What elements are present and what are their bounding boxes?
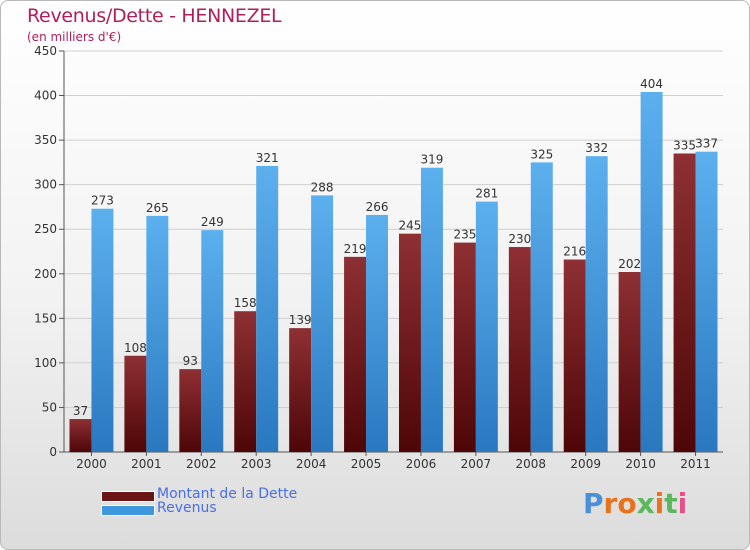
data-label: 337 [695,137,718,151]
bar-revenus [475,201,498,452]
y-tick-label: 250 [34,222,57,236]
y-tick-label: 150 [34,311,57,325]
value-labels: 37 273 108 265 93 249 158 321 139 288 219 266 245 319… [73,77,718,418]
y-tick-label: 450 [34,44,57,58]
logo-letter: t [664,487,678,520]
bar-revenus [256,165,279,452]
bar-debt [508,247,531,452]
data-label: 288 [311,180,334,194]
data-label: 235 [453,228,476,242]
x-tick-label: 2000 [76,457,107,471]
data-label: 249 [201,215,224,229]
data-label: 202 [618,257,641,271]
data-label: 281 [475,187,498,201]
data-label: 216 [563,245,586,259]
logo-letter: o [617,487,637,520]
y-tick-label: 400 [34,89,57,103]
chart-subtitle: (en milliers d'€) [27,30,122,44]
data-label: 158 [234,296,257,310]
y-tick-label: 200 [34,267,57,281]
bar-debt [289,328,312,452]
data-label: 108 [124,341,147,355]
bar-revenus [420,167,443,453]
bar-debt [69,419,92,452]
logo-letter: i [654,487,665,520]
bar-revenus [530,162,553,452]
x-tick-label: 2003 [241,457,272,471]
bar-debt [344,256,367,452]
logo-letter: x [636,487,655,520]
bar-debt [453,242,476,452]
data-label: 321 [256,151,279,165]
bar-debt [234,311,257,452]
data-label: 404 [640,77,663,91]
legend-swatch-debt [101,491,155,502]
y-tick-label: 300 [34,178,57,192]
bar-revenus [201,230,224,452]
x-tick-label: 2001 [131,457,162,471]
bar-revenus [311,195,334,453]
x-tick-label: 2009 [570,457,601,471]
bar-revenus [640,91,663,452]
data-label: 230 [508,232,531,246]
y-tick-label: 100 [34,356,57,370]
legend-swatch-revenus [101,505,155,516]
data-label: 332 [585,141,608,155]
chart-title: Revenus/Dette - HENNEZEL [27,5,282,27]
data-label: 139 [289,313,312,327]
data-label: 319 [420,153,443,167]
bar-revenus [695,151,718,452]
data-label: 245 [399,219,422,233]
x-tick-label: 2005 [351,457,382,471]
y-tick-label: 350 [34,133,57,147]
legend-label-revenus: Revenus [157,500,217,516]
bar-debt [618,271,641,452]
x-tick-label: 2006 [406,457,437,471]
bars [69,91,718,453]
x-tick-label: 2004 [296,457,327,471]
x-tick-label: 2010 [625,457,656,471]
data-label: 273 [91,194,114,208]
data-label: 325 [530,147,553,161]
bar-debt [563,259,586,452]
data-label: 265 [146,201,169,215]
x-tick-label: 2011 [680,457,711,471]
bar-debt [124,355,147,452]
x-tick-label: 2002 [186,457,217,471]
bar-revenus [91,208,114,452]
x-tick-label: 2008 [516,457,547,471]
logo-letter: r [603,487,618,520]
axes: 0 50 100 150 200 250 300 350 400 450 2000 2001 2002 2… [34,44,723,471]
bar-revenus [585,156,608,452]
bar-revenus [146,215,169,452]
bar-debt [179,369,202,452]
data-label: 266 [366,200,389,214]
y-tick-label: 50 [42,400,57,414]
y-tick-label: 0 [49,445,57,459]
logo-letter: i [677,487,688,520]
bar-revenus [366,214,389,452]
bar-debt [673,153,696,452]
legend-label-debt: Montant de la Dette [157,486,298,502]
logo-letter: P [583,487,604,520]
x-tick-label: 2007 [461,457,492,471]
data-label: 219 [344,242,367,256]
bar-debt [398,233,421,452]
data-label: 335 [673,138,696,152]
proxiti-logo: Proxiti [583,487,687,520]
data-label: 37 [73,404,88,418]
grid-lines [64,50,723,408]
data-label: 93 [183,354,198,368]
